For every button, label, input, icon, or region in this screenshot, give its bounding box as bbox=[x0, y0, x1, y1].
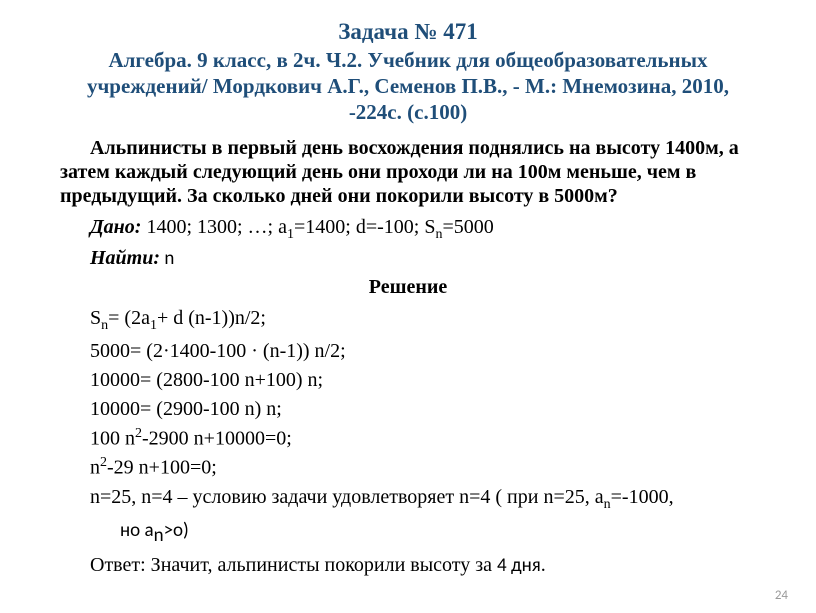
find-label: Найти: bbox=[90, 247, 160, 269]
given-sn: =5000 bbox=[442, 216, 493, 238]
title-line2: Алгебра. 9 класс, в 2ч. Ч.2. Учебник для… bbox=[60, 47, 756, 126]
find-value: n bbox=[160, 247, 174, 270]
solution-line-5: 100 n2-2900 n+10000=0; bbox=[60, 425, 756, 452]
given-a1: =1400; d=-100; S bbox=[294, 216, 435, 238]
solution-line-6: n2-29 n+100=0; bbox=[60, 454, 756, 481]
sub-1: 1 bbox=[287, 227, 294, 242]
given-label: Дано: bbox=[90, 216, 141, 238]
page-number: 24 bbox=[775, 588, 788, 603]
solution-line-2: 5000= (2·1400-100 · (n-1)) n/2; bbox=[60, 338, 756, 364]
answer-value: 4 дня bbox=[497, 554, 541, 577]
given-line: Дано: 1400; 1300; …; а1=1400; d=-100; Sn… bbox=[60, 216, 756, 243]
solution-line-4: 10000= (2900-100 n) n; bbox=[60, 396, 756, 422]
solution-line-7: n=25, n=4 – условию задачи удовлетворяет… bbox=[60, 484, 756, 514]
solution-line-3: 10000= (2800-100 n+100) n; bbox=[60, 367, 756, 393]
solution-line-7b: но аn>о) bbox=[60, 517, 756, 549]
solution-header: Решение bbox=[60, 276, 756, 299]
given-sequence: 1400; 1300; …; а bbox=[141, 216, 287, 238]
answer-prefix: Ответ: Значит, альпинисты покорили высот… bbox=[90, 554, 497, 576]
answer-line: Ответ: Значит, альпинисты покорили высот… bbox=[60, 552, 756, 579]
find-line: Найти: n bbox=[60, 247, 756, 270]
answer-suffix: . bbox=[541, 554, 546, 576]
problem-text: Альпинисты в первый день восхождения под… bbox=[60, 136, 756, 208]
solution-line-1: Sn= (2a1+ d (n-1))n/2; bbox=[60, 305, 756, 335]
title-line1: Задача № 471 bbox=[60, 18, 756, 47]
title-block: Задача № 471 Алгебра. 9 класс, в 2ч. Ч.2… bbox=[60, 18, 756, 126]
